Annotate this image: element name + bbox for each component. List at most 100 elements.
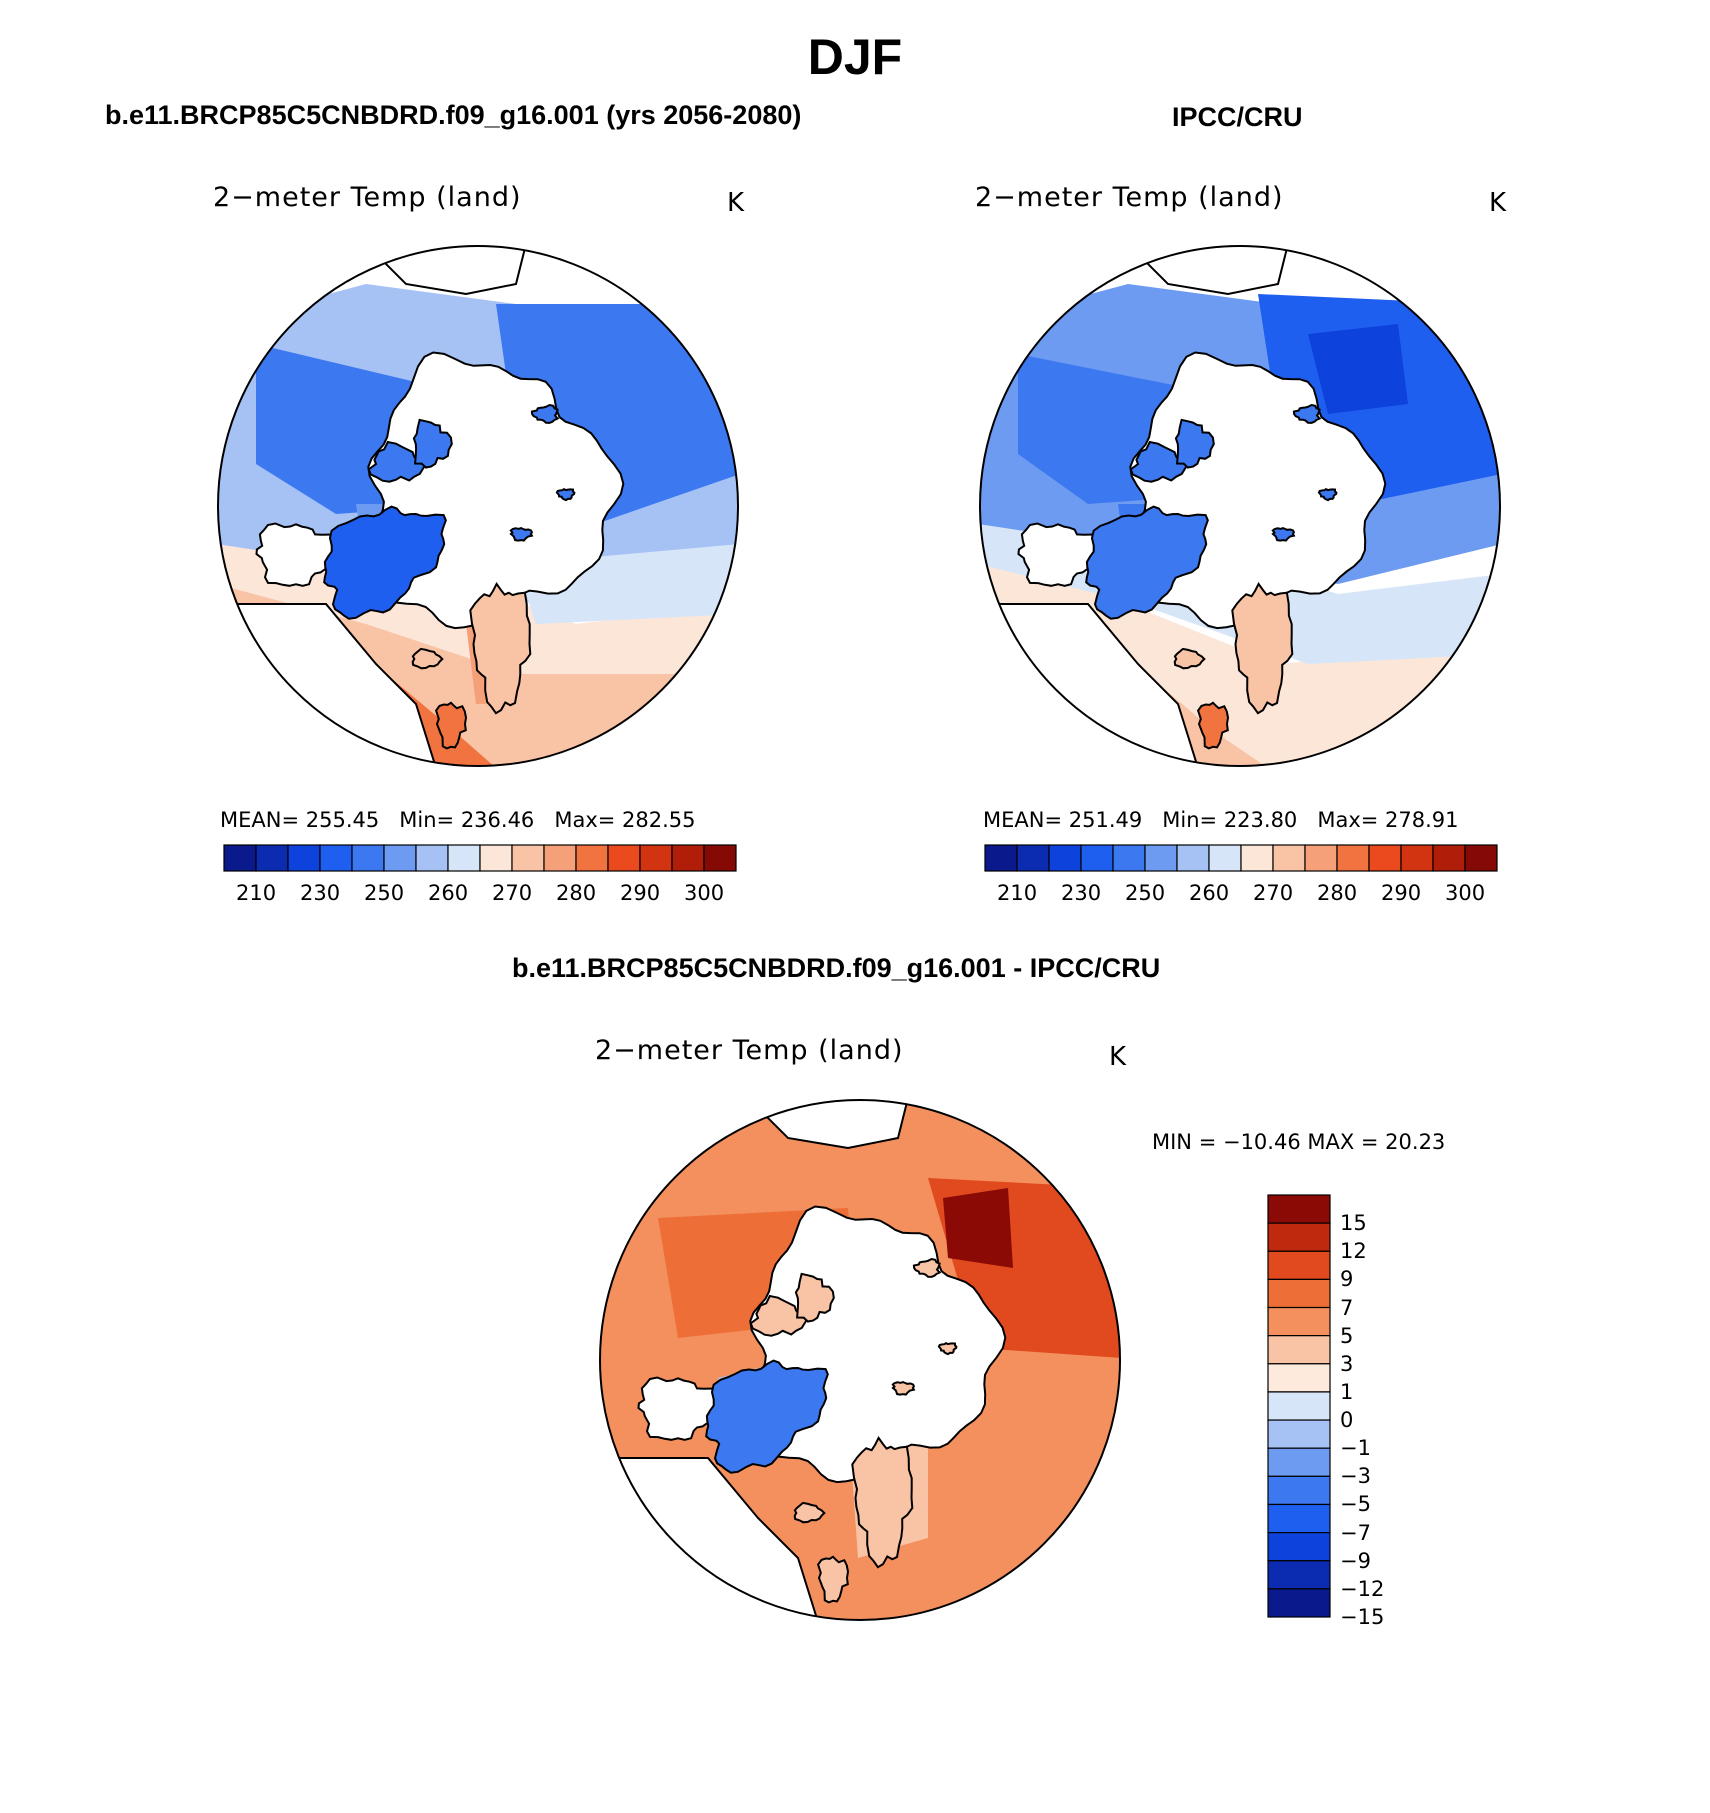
diff-colorbar-box [1267, 1335, 1331, 1365]
panel2-colorbar-box [1016, 844, 1050, 872]
diff-arctic-island [937, 1342, 958, 1356]
panel1-mean-value: 255.45 [305, 808, 380, 832]
diff-colorbar-label: −7 [1340, 1520, 1371, 1545]
panel2-colorbar-box [1304, 844, 1338, 872]
panel2-arctic-island [1174, 418, 1215, 469]
diff-colorbar-label: 0 [1340, 1408, 1354, 1433]
diff-arctic-island [794, 1272, 835, 1323]
panel1-colorbar [223, 844, 737, 872]
panel1-colorbar-label: 270 [492, 881, 533, 905]
panel1-colorbar-box [447, 844, 481, 872]
panel2-arctic-island [1129, 440, 1190, 483]
diff-map-border [599, 1099, 1121, 1621]
diff-colorbar-label: −9 [1340, 1548, 1371, 1573]
diff-colorbar-label: −3 [1340, 1464, 1371, 1489]
diff-colorbar-box [1267, 1532, 1331, 1562]
panel1-plot-title: 2−meter Temp (land) [213, 182, 522, 213]
panel2-colorbar-box [984, 844, 1018, 872]
panel1-map-border [217, 245, 739, 767]
diff-colorbar-box [1267, 1419, 1331, 1449]
panel2-colorbar-box [1176, 844, 1210, 872]
panel1-colorbar-box [383, 844, 417, 872]
panel2-colorbar-label: 230 [1061, 881, 1102, 905]
panel2-colorbar-box [1400, 844, 1434, 872]
diff-colorbar-box [1267, 1222, 1331, 1252]
diff-arctic-island [891, 1381, 916, 1396]
diff-colorbar-box [1267, 1250, 1331, 1280]
diff-case-title: b.e11.BRCP85C5CNBDRD.f09_g16.001 - IPCC/… [512, 953, 1161, 983]
panel1-colorbar-box [511, 844, 545, 872]
panel2-colorbar-box [1336, 844, 1370, 872]
panel2-colorbar-box [1368, 844, 1402, 872]
diff-colorbar-box [1267, 1194, 1331, 1224]
panel1-colorbar-box [223, 844, 257, 872]
panel2-colorbar-box [1240, 844, 1274, 872]
panel1-colorbar-box [543, 844, 577, 872]
panel1-bering [363, 246, 528, 296]
diff-colorbar-box [1267, 1503, 1331, 1534]
panel1-colorbar-label: 250 [364, 881, 405, 905]
diff-field [600, 1100, 1120, 1620]
panel2-colorbar [984, 844, 1498, 872]
panel1-min-value: 236.46 [460, 808, 535, 832]
diff-arctic-island [912, 1257, 942, 1278]
diff-colorbar-box [1267, 1447, 1331, 1477]
panel2-max-value: 278.91 [1385, 808, 1459, 832]
panel2-colorbar-label: 300 [1445, 881, 1486, 905]
panel2-colorbar-box [1144, 844, 1178, 872]
panel1-colorbar-label: 300 [684, 881, 725, 905]
panel2-colorbar-label: 260 [1189, 881, 1230, 905]
diff-polar-map [599, 1099, 1121, 1621]
panel2-colorbar-box [1272, 844, 1306, 872]
panel1-colorbar-box [575, 844, 609, 872]
panel2-colorbar-label: 290 [1381, 881, 1422, 905]
panel2-colorbar-label: 270 [1253, 881, 1294, 905]
panel2-colorbar-label: 280 [1317, 881, 1358, 905]
panel2-colorbar-box [1080, 844, 1114, 872]
panel1-iceland [411, 647, 444, 670]
panel2-min-label: Min= [1162, 808, 1218, 832]
panel1-arctic-island [367, 440, 428, 483]
diff-colorbar-box [1267, 1588, 1331, 1618]
diff-colorbar-box [1267, 1560, 1331, 1590]
panel1-units: K [727, 188, 745, 218]
diff-colorbar-box [1267, 1363, 1331, 1393]
panel1-colorbar-label: 230 [300, 881, 341, 905]
diff-colorbar-box [1267, 1278, 1331, 1309]
panel1-colorbar-label: 280 [556, 881, 597, 905]
panel2-colorbar-label: 210 [997, 881, 1038, 905]
panel2-bering [1125, 246, 1290, 296]
panel2-scandinavia [1231, 581, 1294, 715]
panel1-colorbar-box [255, 844, 289, 872]
diff-colorbar-label: −15 [1340, 1605, 1385, 1629]
diff-colorbar-label: 15 [1340, 1211, 1367, 1236]
panel1-arctic-island [530, 403, 560, 424]
diff-colorbar-label: 3 [1340, 1351, 1354, 1376]
diff-british-isles [816, 1555, 850, 1604]
diff-units: K [1109, 1042, 1127, 1072]
panel2-siberia-coldest [1308, 324, 1408, 414]
diff-siberia-hot [943, 1188, 1013, 1268]
panel1-colorbar-label: 260 [428, 881, 469, 905]
panel1-min-label: Min= [399, 808, 455, 832]
panel2-colorbar-box [1464, 844, 1498, 872]
panel1-colorbar-label: 290 [620, 881, 661, 905]
panel1-colorbar-box [287, 844, 321, 872]
panel2-colorbar-label: 250 [1125, 881, 1166, 905]
panel2-colorbar-box [1112, 844, 1146, 872]
diff-plot-title: 2−meter Temp (land) [595, 1035, 904, 1066]
panel1-colorbar-box [319, 844, 353, 872]
diff-colorbar-label: 12 [1340, 1239, 1367, 1264]
diff-minmax: MIN = −10.46 MAX = 20.23 [1152, 1130, 1446, 1154]
diff-colorbar-box [1267, 1391, 1331, 1421]
panel1-hudson-bay [255, 522, 342, 587]
panel1-colorbar-box [479, 844, 513, 872]
panel1-colorbar-box [703, 844, 737, 872]
diff-colorbar-label: −1 [1340, 1436, 1371, 1461]
panel2-greenland [1085, 505, 1209, 620]
panel1-colorbar-box [639, 844, 673, 872]
panel2-max-label: Max= [1317, 808, 1379, 832]
panel1-polar-map [217, 245, 739, 767]
panel2-min-value: 223.80 [1223, 808, 1298, 832]
diff-colorbar-label: −12 [1340, 1576, 1385, 1601]
